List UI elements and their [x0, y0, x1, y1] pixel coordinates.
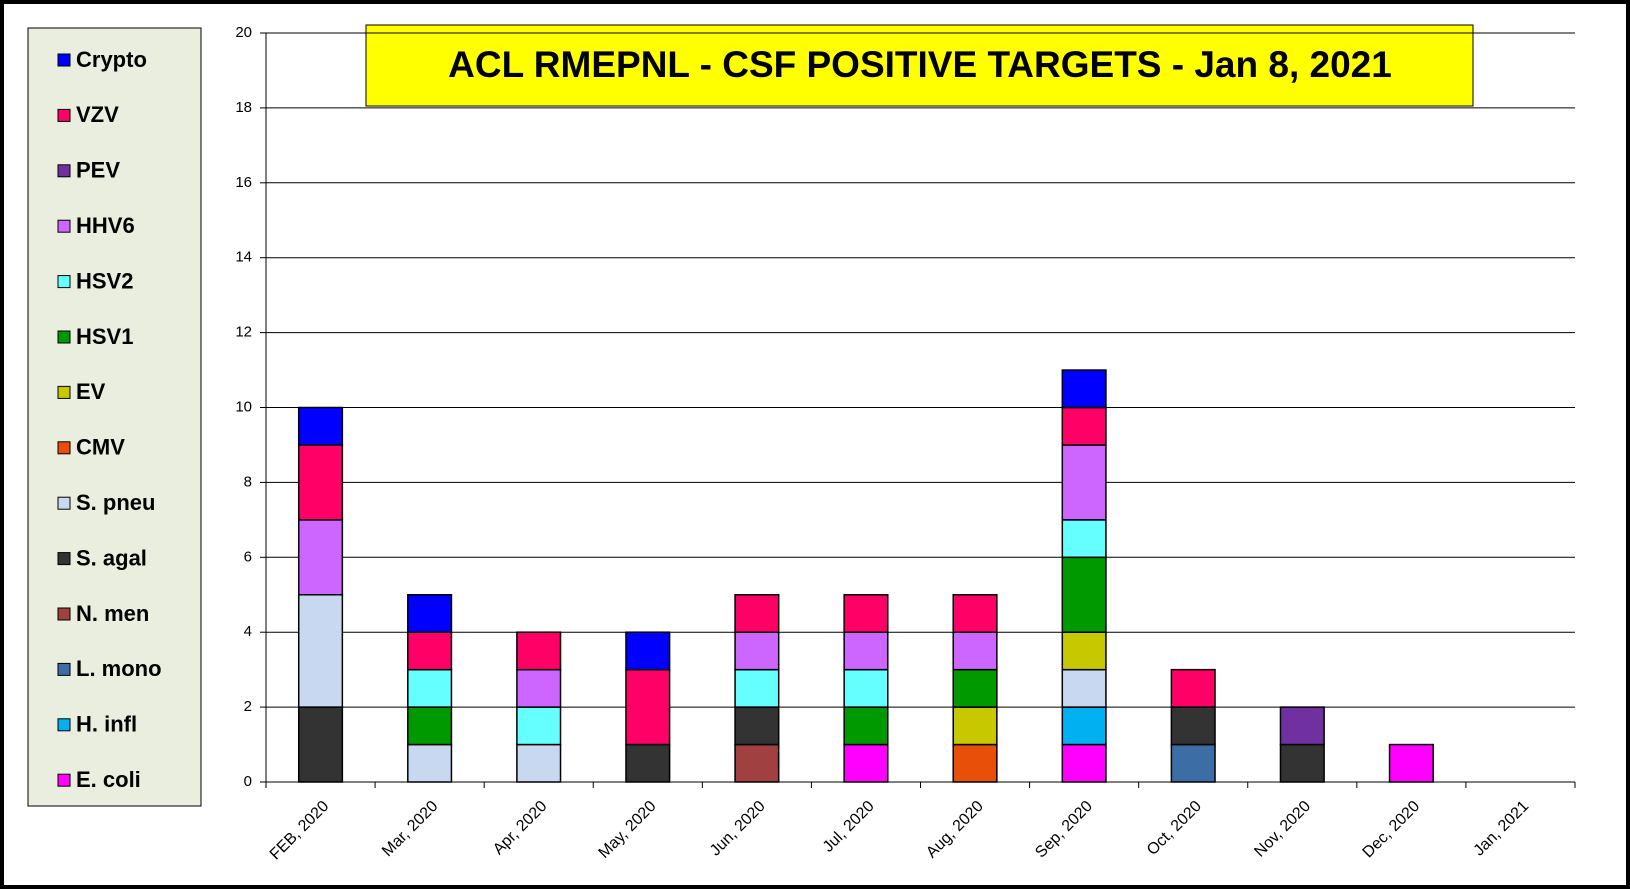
bar-segment: [952, 743, 998, 783]
title-box: [365, 24, 1474, 107]
y-tick-label: 10: [235, 398, 252, 415]
y-tick-label: 8: [244, 473, 252, 490]
bar-segment: [734, 631, 780, 671]
bar-segment: [734, 594, 780, 633]
bar-segment: [843, 594, 889, 633]
bar-segment: [1170, 706, 1216, 746]
legend-label: EV: [76, 379, 106, 404]
bar-segment: [734, 706, 780, 746]
legend-swatch: [57, 552, 71, 566]
legend-label: E. coli: [76, 767, 141, 792]
bar-segment: [297, 706, 344, 783]
legend-label: HSV2: [76, 268, 133, 293]
bar-segment: [516, 706, 562, 746]
bar-segment: [1061, 519, 1107, 559]
legend-label: S. pneu: [76, 490, 155, 515]
bar-segment: [625, 631, 671, 671]
bar-segment: [297, 519, 344, 596]
chart-title: ACL RMEPNL - CSF POSITIVE TARGETS - Jan …: [448, 44, 1392, 85]
legend-swatch: [57, 164, 71, 178]
legend-label: Crypto: [76, 47, 147, 72]
y-tick-label: 14: [235, 249, 252, 266]
bar-segment: [407, 668, 453, 708]
bar-segment: [1061, 406, 1107, 446]
legend-label: HHV6: [76, 213, 135, 238]
bar-segment: [1061, 743, 1107, 783]
bar-segment: [952, 668, 998, 708]
bar-segment: [734, 743, 780, 783]
bar-segment: [843, 668, 889, 708]
y-tick-label: 16: [235, 174, 252, 191]
legend-swatch: [57, 662, 71, 676]
legend-swatch: [57, 108, 71, 122]
legend-label: PEV: [76, 158, 120, 183]
bar-segment: [407, 743, 453, 783]
bar-segment: [952, 706, 998, 746]
bar-segment: [1061, 369, 1107, 409]
bar-segment: [1061, 556, 1107, 633]
y-tick-label: 4: [244, 623, 252, 640]
bar-segment: [1279, 706, 1325, 746]
bar-segment: [407, 706, 453, 746]
legend-swatch: [57, 219, 71, 233]
legend-swatch: [57, 718, 71, 732]
legend-box: [27, 27, 202, 807]
legend-swatch: [57, 53, 71, 67]
bar-segment: [734, 668, 780, 708]
legend-swatch: [57, 441, 71, 455]
bar-segment: [297, 406, 344, 446]
bar-segment: [625, 743, 671, 783]
legend-label: VZV: [76, 102, 119, 127]
bar-segment: [843, 706, 889, 746]
bar-segment: [516, 743, 562, 783]
bar-segment: [297, 444, 344, 521]
bar-segment: [1061, 444, 1107, 521]
legend-label: CMV: [76, 435, 125, 460]
legend-swatch: [57, 607, 71, 621]
bar-segment: [625, 668, 671, 746]
bar-segment: [1061, 668, 1107, 708]
bar-segment: [952, 631, 998, 671]
legend-label: S. agal: [76, 545, 147, 570]
bar-segment: [297, 594, 344, 708]
bar-segment: [1170, 668, 1216, 708]
legend-swatch: [57, 773, 71, 787]
bar-segment: [1388, 743, 1434, 783]
legend-swatch: [57, 385, 71, 399]
legend-label: HSV1: [76, 324, 133, 349]
bar-segment: [1061, 706, 1107, 746]
legend-swatch: [57, 275, 71, 289]
y-tick-label: 6: [244, 548, 252, 565]
y-tick-label: 18: [235, 99, 252, 116]
y-tick-label: 2: [244, 698, 252, 715]
bar-segment: [1279, 743, 1325, 783]
legend-label: H. infl: [76, 712, 137, 737]
bar-segment: [843, 743, 889, 783]
y-tick-label: 12: [235, 324, 252, 341]
bar-segment: [407, 631, 453, 671]
bar-segment: [952, 594, 998, 633]
legend-label: N. men: [76, 601, 149, 626]
legend-label: L. mono: [76, 656, 162, 681]
bar-segment: [1061, 631, 1107, 671]
bar-segment: [407, 594, 453, 633]
y-tick-label: 20: [235, 24, 252, 41]
bar-segment: [843, 631, 889, 671]
y-tick-label: 0: [244, 773, 252, 790]
bar-segment: [516, 668, 562, 708]
bar-segment: [516, 631, 562, 671]
legend-swatch: [57, 330, 71, 344]
bar-segment: [1170, 743, 1216, 783]
legend-swatch: [57, 496, 71, 510]
